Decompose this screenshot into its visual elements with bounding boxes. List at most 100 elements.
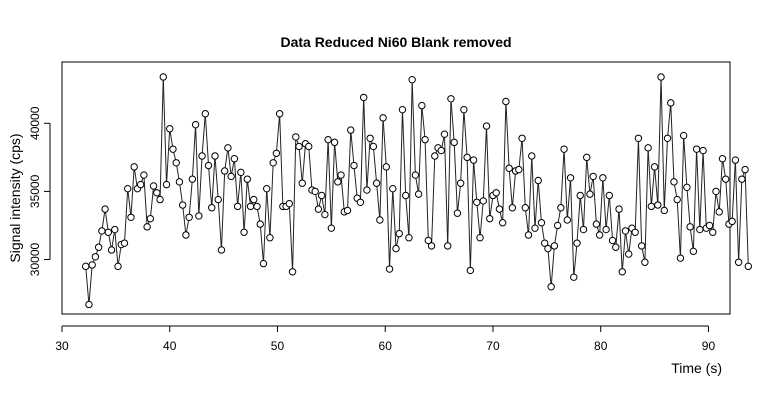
data-point [518, 134, 526, 142]
line-segment [347, 133, 352, 208]
line-segment [592, 179, 597, 221]
data-point [563, 216, 572, 224]
data-point [85, 300, 93, 309]
line-segment [402, 112, 407, 193]
x-tick-label: 60 [379, 339, 393, 353]
data-point [709, 228, 717, 236]
line-segment [537, 183, 542, 220]
line-segment [418, 108, 423, 191]
line-segment [366, 141, 371, 187]
line-segment [541, 225, 545, 241]
data-point [182, 231, 190, 239]
data-point [143, 223, 151, 231]
line-segment [460, 112, 465, 181]
y-tick-label: 30000 [28, 243, 42, 277]
data-point [566, 174, 575, 182]
line-segment [134, 169, 138, 186]
data-point [476, 234, 484, 242]
line-segment [431, 159, 436, 243]
data-point [263, 184, 271, 193]
line-segment [521, 141, 526, 205]
line-segment [101, 212, 106, 228]
data-point [334, 178, 342, 186]
data-point [324, 135, 332, 144]
data-point [292, 133, 300, 141]
line-segment [586, 160, 591, 191]
data-point [650, 163, 659, 171]
line-segment [124, 191, 129, 241]
data-point [463, 153, 471, 162]
data-point [696, 225, 704, 234]
data-point [631, 228, 639, 236]
line-segment [111, 232, 115, 247]
line-segment [269, 165, 274, 235]
line-segment [634, 141, 639, 230]
data-point [728, 217, 736, 226]
line-segment [725, 182, 730, 221]
line-segment [534, 183, 539, 226]
data-point [424, 236, 433, 245]
x-tick-label: 40 [163, 339, 177, 353]
line-segment [573, 246, 578, 275]
data-point [544, 244, 552, 253]
data-point [389, 184, 397, 193]
data-point [741, 165, 749, 174]
line-segment [376, 186, 381, 217]
data-point [553, 221, 562, 230]
data-point [337, 171, 345, 179]
line-segment [127, 191, 132, 215]
line-segment [444, 137, 449, 243]
data-point [612, 243, 620, 251]
line-segment [441, 137, 445, 148]
line-segment [263, 191, 268, 261]
line-segment [499, 212, 503, 220]
data-point [256, 220, 264, 228]
data-point [98, 227, 106, 235]
line-segment [476, 205, 481, 235]
line-segment [508, 171, 513, 205]
line-segment [224, 150, 228, 168]
y-tick-label: 40000 [28, 106, 42, 140]
line-segment [204, 116, 209, 163]
data-point [602, 225, 610, 234]
line-segment [231, 161, 235, 174]
data-point [198, 152, 206, 160]
data-point [405, 234, 413, 242]
line-segment [169, 131, 173, 147]
data-point [660, 206, 668, 215]
line-segment [457, 186, 461, 211]
data-point [204, 161, 213, 170]
line-segment [638, 141, 643, 243]
data-point [398, 105, 407, 114]
data-point [94, 243, 103, 251]
line-segment [667, 106, 671, 136]
line-segment [531, 159, 536, 226]
data-point [625, 250, 633, 258]
data-point [605, 191, 614, 200]
data-point [269, 159, 277, 167]
data-point [347, 126, 355, 134]
data-point [91, 253, 100, 261]
line-segment [198, 159, 203, 213]
data-point [673, 195, 681, 204]
data-point [621, 227, 630, 235]
line-segment [182, 208, 187, 232]
data-point [550, 242, 559, 250]
line-segment [166, 131, 171, 182]
line-segment [373, 149, 377, 181]
data-point [372, 179, 381, 187]
y-tick-label: 35000 [28, 174, 42, 208]
line-segment [159, 80, 164, 197]
line-segment [715, 194, 720, 209]
line-segment [734, 163, 740, 260]
line-segment [622, 234, 626, 269]
line-segment [276, 116, 280, 151]
data-point [275, 110, 284, 118]
line-segment [214, 159, 219, 197]
x-tick-label: 30 [55, 339, 69, 353]
data-point [557, 204, 565, 212]
data-point [608, 236, 617, 245]
line-segment [296, 139, 299, 144]
x-tick-label: 90 [702, 339, 716, 353]
